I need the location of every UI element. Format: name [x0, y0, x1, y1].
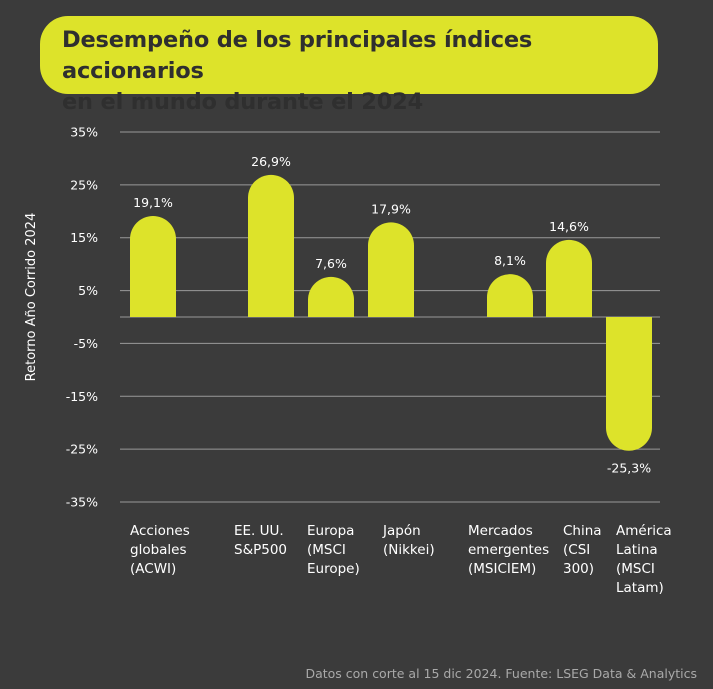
x-category-label-line: emergentes	[468, 542, 549, 558]
data-label: 17,9%	[371, 201, 411, 216]
x-category-label: EE. UU. S&P500	[234, 523, 287, 558]
x-category-label-line: (ACWI)	[130, 561, 176, 577]
bar	[248, 174, 294, 317]
x-category-label-line: Europa	[307, 523, 354, 539]
x-category-label-line: 300)	[563, 561, 594, 577]
x-category-label: Japón (Nikkei)	[382, 523, 435, 558]
x-category-label-line: (MSICIEM)	[468, 561, 536, 577]
y-tick-label: 25%	[70, 177, 98, 192]
data-label: 26,9%	[251, 154, 291, 169]
x-category-label-line: Mercados	[468, 523, 533, 539]
source-footnote: Datos con corte al 15 dic 2024. Fuente: …	[305, 666, 697, 681]
x-category-label-line: Europe)	[307, 561, 360, 577]
bar	[308, 276, 354, 317]
x-category-label: Acciones globales (ACWI)	[130, 523, 190, 577]
y-tick-label: -5%	[74, 336, 98, 351]
y-tick-label: -35%	[66, 495, 98, 510]
x-category-label-line: globales	[130, 542, 187, 558]
y-tick-label: -25%	[66, 442, 98, 457]
data-label: 8,1%	[494, 253, 526, 268]
y-tick-label: -15%	[66, 389, 98, 404]
bar	[546, 239, 592, 317]
x-category-label: Europa (MSCI Europe)	[307, 523, 360, 577]
x-category-label-line: EE. UU.	[234, 523, 284, 539]
bar	[606, 317, 652, 451]
chart-title: Desempeño de los principales índices acc…	[40, 16, 658, 115]
x-category-label-line: Latam)	[616, 580, 664, 596]
chart-title-line1: Desempeño de los principales índices acc…	[62, 27, 533, 84]
x-category-label-line: China	[563, 523, 602, 539]
bar	[487, 274, 533, 317]
data-label: 19,1%	[133, 195, 173, 210]
data-label: 7,6%	[315, 256, 347, 271]
x-category-label: Mercados emergentes (MSICIEM)	[468, 523, 549, 577]
x-category-label-line: S&P500	[234, 542, 287, 558]
y-axis-title: Retorno Año Corrido 2024	[24, 213, 39, 382]
y-tick-label: 35%	[70, 125, 98, 140]
bar	[368, 222, 414, 317]
data-label: 14,6%	[549, 219, 589, 234]
x-category-label-line: (MSCI	[307, 542, 346, 558]
x-category-label-line: Japón	[382, 523, 421, 539]
x-category-label-line: (Nikkei)	[383, 542, 435, 558]
x-category-label-line: (CSI	[563, 542, 590, 558]
x-category-label-line: (MSCI	[616, 561, 655, 577]
y-tick-label: 5%	[78, 283, 98, 298]
x-category-label-line: América	[616, 523, 672, 539]
x-category-label: América Latina (MSCI Latam)	[616, 523, 672, 596]
chart-title-line2: en el mundo durante el 2024	[62, 89, 424, 115]
x-category-label-line: Acciones	[130, 523, 190, 539]
y-tick-label: 15%	[70, 230, 98, 245]
x-category-label-line: Latina	[616, 542, 658, 558]
data-label: -25,3%	[607, 461, 651, 476]
x-category-label: China (CSI 300)	[563, 523, 602, 577]
bar	[130, 216, 176, 317]
